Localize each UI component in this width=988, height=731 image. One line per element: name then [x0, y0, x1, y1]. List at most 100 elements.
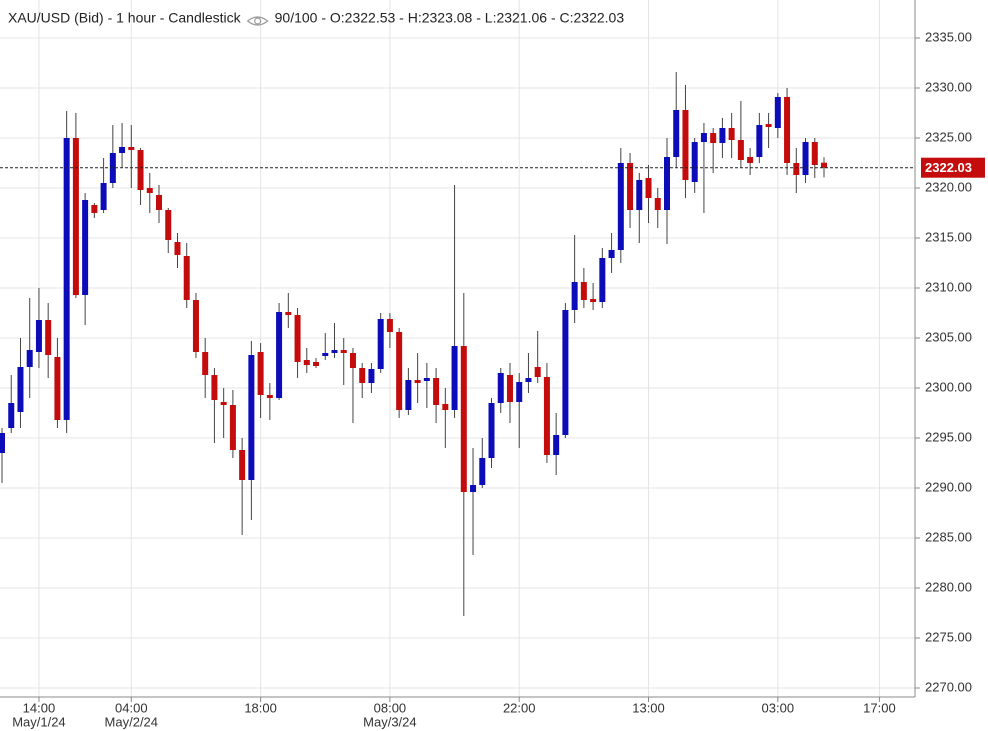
- x-tick-label: 22:00: [503, 700, 536, 715]
- candle-body: [0, 433, 5, 453]
- candle-body: [54, 357, 61, 420]
- candle-body: [229, 405, 236, 450]
- chart-title: XAU/USD (Bid) - 1 hour - Candlestick: [8, 10, 242, 26]
- candle-body: [35, 320, 42, 352]
- candle-body: [165, 210, 172, 240]
- eye-pupil: [254, 17, 262, 25]
- candle-body: [63, 138, 70, 420]
- candle-body: [8, 403, 15, 428]
- candle-body: [774, 97, 781, 128]
- candle-body: [313, 362, 320, 366]
- candle-body: [590, 299, 597, 302]
- chart-subtitle: 90/100 - O:2322.53 - H:2323.08 - L:2321.…: [275, 10, 625, 26]
- candle-body: [802, 142, 809, 175]
- candle-body: [72, 138, 79, 295]
- candle-body: [119, 147, 126, 153]
- candle-body: [534, 367, 541, 377]
- candle-body: [285, 312, 292, 315]
- candle-body: [488, 403, 495, 458]
- candle-body: [608, 250, 615, 258]
- candle-body: [17, 367, 24, 412]
- candle-body: [128, 147, 135, 150]
- candle-body: [174, 242, 181, 255]
- candle-body: [765, 124, 772, 127]
- y-tick-label: 2295.00: [925, 429, 972, 444]
- candle-body: [45, 320, 52, 355]
- candle-body: [617, 163, 624, 250]
- candle-body: [294, 315, 301, 362]
- candle-body: [497, 373, 504, 403]
- candle-body: [710, 133, 717, 143]
- candle-body: [525, 378, 532, 382]
- candle-body: [100, 183, 107, 210]
- candle-body: [442, 404, 449, 410]
- eye-icon: [246, 16, 269, 26]
- candle-body: [599, 258, 606, 302]
- candle-body: [359, 368, 366, 383]
- eye-outline: [246, 16, 269, 26]
- candle-body: [423, 378, 430, 381]
- candle-body: [645, 178, 652, 198]
- x-tick-label: 18:00: [244, 700, 277, 715]
- candle-body: [756, 125, 763, 157]
- y-tick-label: 2325.00: [925, 129, 972, 144]
- candle-body: [405, 380, 412, 410]
- y-tick-label: 2290.00: [925, 479, 972, 494]
- current-price-label: 2322.03: [925, 160, 972, 175]
- candles: [0, 72, 828, 616]
- candle-body: [331, 350, 338, 353]
- candle-body: [691, 142, 698, 182]
- candle-body: [793, 163, 800, 175]
- candle-body: [728, 128, 735, 140]
- candle-body: [377, 319, 384, 369]
- candle-body: [663, 157, 670, 210]
- x-tick-label: 04:00: [115, 700, 148, 715]
- candle-body: [719, 128, 726, 143]
- candle-body: [137, 150, 144, 190]
- candle-body: [368, 369, 375, 383]
- x-tick-label: 08:00: [374, 700, 407, 715]
- candle-body: [156, 195, 163, 210]
- candle-body: [553, 435, 560, 455]
- x-tick-label: 13:00: [632, 700, 665, 715]
- candle-body: [516, 382, 523, 402]
- candle-body: [257, 352, 264, 395]
- y-tick-label: 2315.00: [925, 229, 972, 244]
- candle-body: [682, 110, 689, 180]
- candle-body: [460, 346, 467, 492]
- y-tick-label: 2310.00: [925, 279, 972, 294]
- y-tick-label: 2270.00: [925, 679, 972, 694]
- candle-body: [654, 198, 661, 210]
- candle-body: [386, 319, 393, 332]
- y-tick-label: 2330.00: [925, 79, 972, 94]
- candle-body: [303, 360, 310, 365]
- candle-body: [636, 180, 643, 210]
- candle-body: [146, 188, 153, 193]
- x-tick-label: 17:00: [863, 700, 896, 715]
- candle-body: [470, 485, 477, 492]
- candle-body: [26, 350, 33, 367]
- candle-body: [239, 450, 246, 480]
- candle-body: [700, 133, 707, 142]
- y-tick-label: 2305.00: [925, 329, 972, 344]
- candle-body: [202, 352, 209, 375]
- candle-body: [821, 162, 828, 168]
- y-tick-label: 2320.00: [925, 179, 972, 194]
- candle-body: [562, 310, 569, 435]
- candle-body: [479, 458, 486, 485]
- candle-body: [451, 346, 458, 410]
- candle-body: [211, 375, 218, 400]
- candle-body: [266, 395, 273, 398]
- candle-body: [82, 200, 89, 295]
- candle-body: [396, 332, 403, 410]
- y-tick-label: 2335.00: [925, 29, 972, 44]
- current-price-tag: [921, 157, 985, 178]
- candle-body: [811, 142, 818, 165]
- candle-body: [673, 110, 680, 157]
- candle-body: [571, 282, 578, 310]
- x-tick-label: 03:00: [762, 700, 795, 715]
- candle-body: [737, 140, 744, 160]
